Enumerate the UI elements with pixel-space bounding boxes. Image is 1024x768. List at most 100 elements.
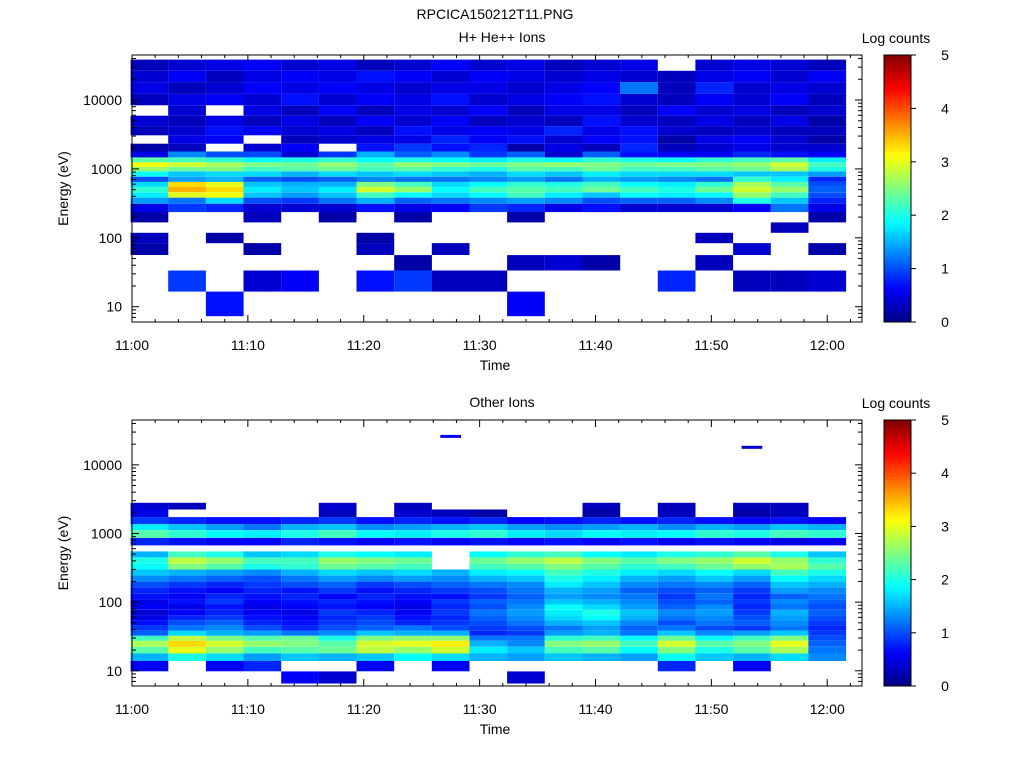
heatmap-cell [243, 115, 282, 127]
heatmap-cell [394, 212, 432, 223]
heatmap-cell [318, 575, 357, 582]
heatmap-cell [281, 203, 319, 213]
heatmap-cell [440, 434, 461, 438]
colorbar-swatch [884, 74, 911, 79]
colorbar-swatch [884, 118, 911, 123]
heatmap-cell [318, 635, 357, 641]
heatmap-cell [168, 151, 206, 158]
colorbar-swatch [884, 549, 911, 554]
heatmap-cell [733, 551, 771, 558]
heatmap-cell [205, 166, 244, 172]
heatmap-cell [657, 640, 696, 647]
heatmap-cell [205, 653, 244, 661]
heatmap-cell [620, 115, 658, 127]
heatmap-cell [168, 126, 206, 136]
heatmap-cell [431, 270, 470, 292]
colorbar-swatch [884, 602, 911, 607]
heatmap-cell [130, 646, 169, 654]
heatmap-cell [281, 653, 319, 661]
heatmap-cell [657, 157, 696, 163]
colorbar-swatch [884, 131, 911, 136]
heatmap-cell [431, 70, 470, 83]
heatmap-cell [695, 653, 734, 661]
heatmap-cell [431, 203, 470, 213]
heatmap-cell [695, 255, 734, 271]
heatmap-cell [657, 70, 696, 83]
heatmap-cell [657, 176, 696, 182]
heatmap-cell [168, 581, 206, 588]
heatmap-cell [130, 587, 169, 594]
heatmap-cell [770, 653, 809, 661]
heatmap-cell [620, 615, 658, 621]
colorbar-tick-label: 2 [941, 207, 949, 223]
heatmap-cell [733, 186, 771, 193]
heatmap-cell [770, 502, 809, 510]
heatmap-cell [469, 197, 508, 204]
heatmap-cell [243, 661, 282, 672]
heatmap-cell [620, 186, 658, 193]
heatmap-cell [243, 551, 282, 558]
heatmap-cell [394, 630, 432, 636]
heatmap-cell [243, 581, 282, 588]
heatmap-cell [469, 593, 508, 600]
heatmap-cell [770, 640, 809, 647]
heatmap-cell [582, 625, 621, 631]
heatmap-cell [356, 115, 395, 127]
heatmap-cell [168, 115, 206, 127]
heatmap-cell [808, 171, 847, 177]
heatmap-cell [808, 82, 847, 94]
heatmap-cell [544, 646, 583, 654]
colorbar-tick-label: 4 [941, 100, 949, 116]
heatmap-cell [168, 599, 206, 605]
colorbar-swatch [884, 622, 911, 627]
colorbar-swatch [884, 499, 911, 504]
colorbar-swatch [884, 224, 911, 229]
heatmap-cell [544, 162, 583, 167]
heatmap-cell [168, 625, 206, 631]
heatmap-cell [695, 115, 734, 127]
heatmap-cell [808, 593, 847, 600]
heatmap-cell [281, 530, 319, 538]
x-axis-label: Time [480, 721, 511, 737]
heatmap-cell [544, 530, 583, 538]
heatmap-cell [318, 581, 357, 588]
heatmap-cell [243, 151, 282, 158]
x-tick-label: 12:00 [810, 337, 845, 353]
heatmap-cell [243, 524, 282, 531]
colorbar-swatch [884, 629, 911, 634]
heatmap-cell [582, 105, 621, 116]
heatmap-cell [243, 557, 282, 564]
heatmap-cell [657, 93, 696, 106]
colorbar-swatch [884, 649, 911, 654]
heatmap-cell [733, 243, 771, 255]
heatmap-cell [394, 646, 432, 654]
heatmap-cell [657, 551, 696, 558]
heatmap-cell [356, 135, 395, 144]
colorbar-tick-label: 1 [941, 625, 949, 641]
heatmap-cell [318, 181, 357, 187]
heatmap-cell [544, 557, 583, 564]
heatmap-cell [318, 59, 357, 71]
heatmap-cell [695, 143, 734, 152]
heatmap-cell [544, 192, 583, 198]
heatmap-cell [507, 551, 545, 558]
heatmap-cell [469, 105, 508, 116]
heatmap-cell [281, 551, 319, 558]
heatmap-cell [770, 151, 809, 158]
colorbar-swatch [884, 662, 911, 667]
heatmap-cell [431, 599, 470, 605]
heatmap-cell [394, 143, 432, 152]
heatmap-cell [582, 635, 621, 641]
heatmap-cell [808, 70, 847, 83]
heatmap-cell [394, 197, 432, 204]
heatmap-cell [394, 176, 432, 182]
y-tick-label: 10000 [83, 457, 122, 473]
heatmap-cell [507, 609, 545, 616]
heatmap-cell [205, 661, 244, 672]
heatmap-cell [356, 192, 395, 198]
colorbar-swatch [884, 655, 911, 660]
heatmap-cell [130, 620, 169, 626]
heatmap-cell [582, 575, 621, 582]
heatmap-cell [695, 551, 734, 558]
heatmap-cell [394, 93, 432, 106]
